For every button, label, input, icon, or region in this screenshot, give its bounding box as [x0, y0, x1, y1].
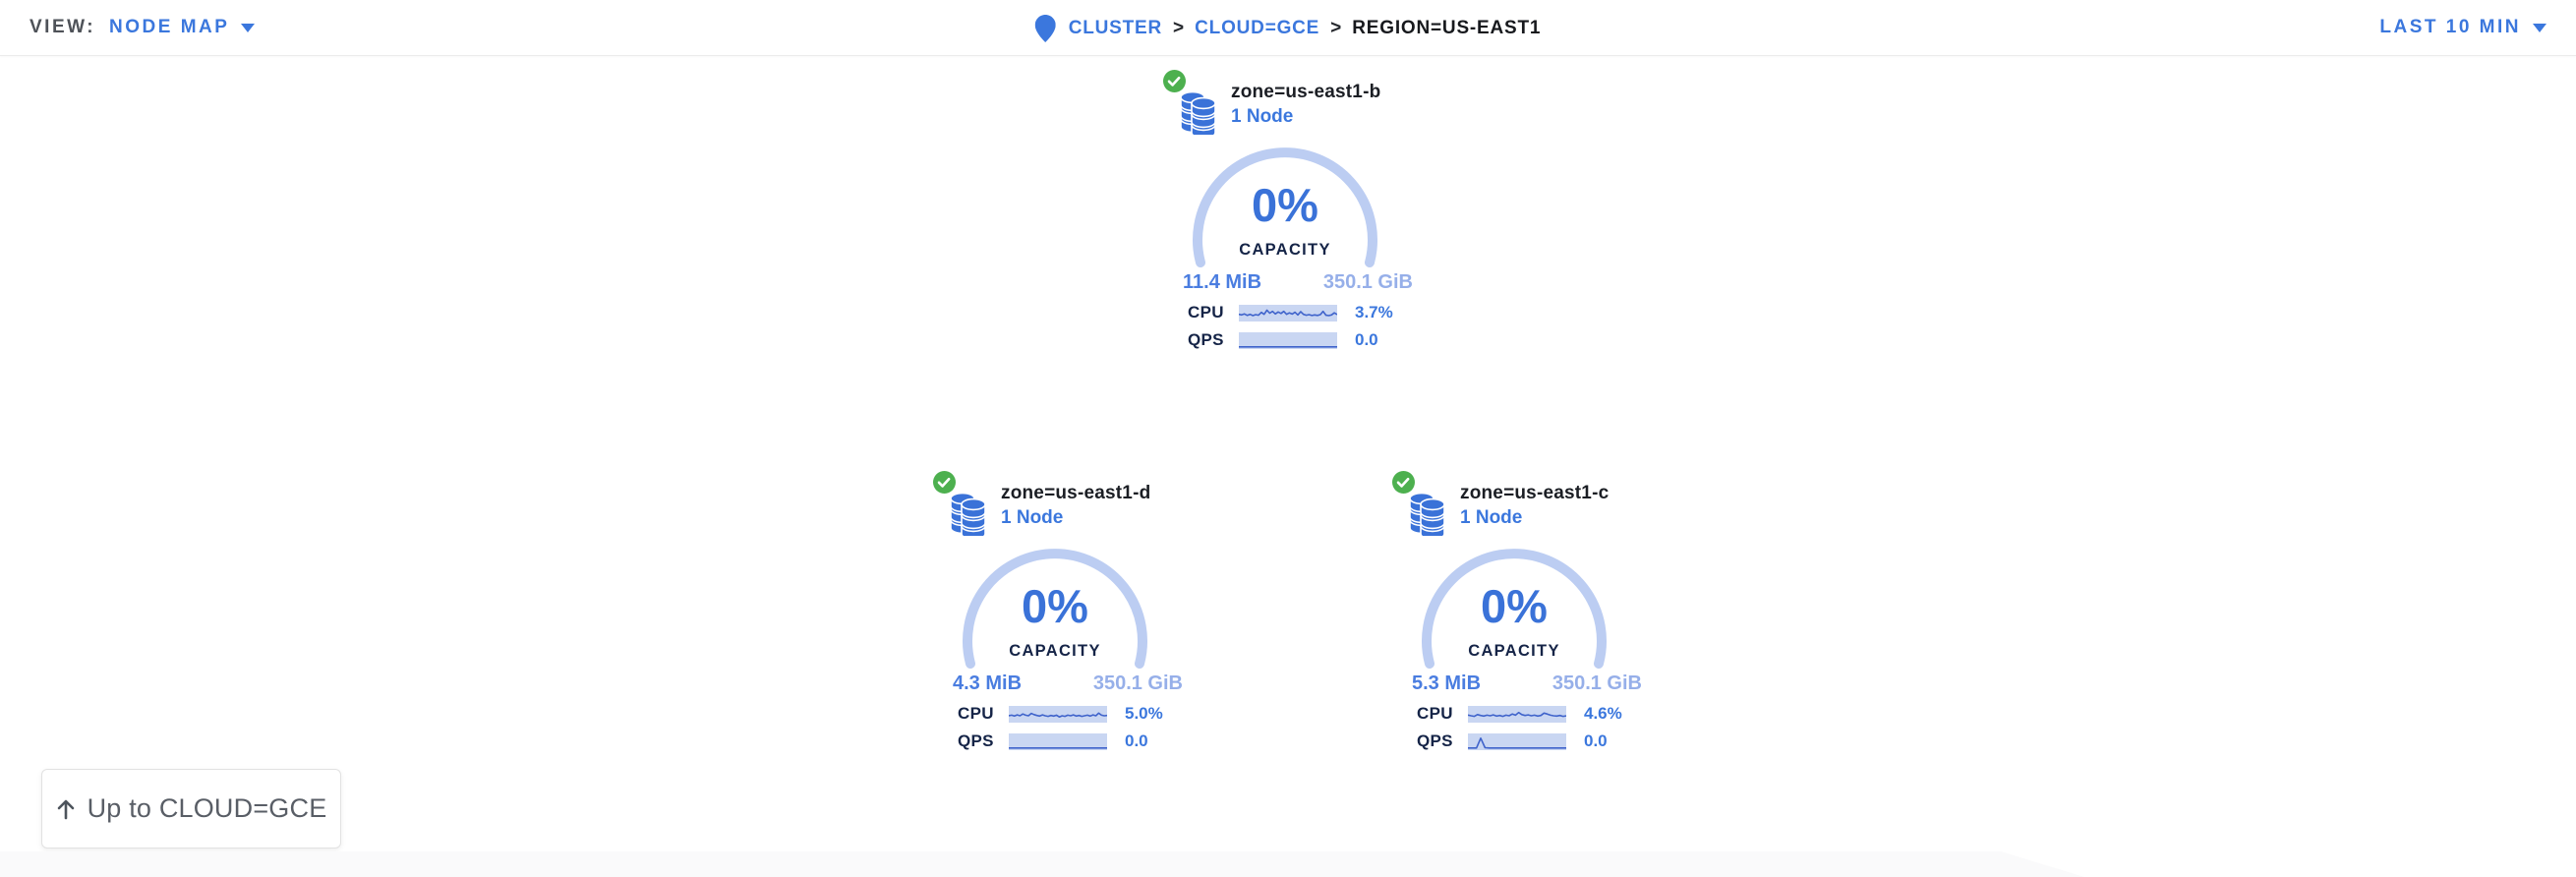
cpu-label: CPU [958, 704, 994, 723]
capacity-label: CAPACITY [1468, 642, 1560, 660]
view-selector-value: NODE MAP [109, 17, 230, 37]
qps-value: 0.0 [1584, 731, 1608, 750]
cpu-sparkline [1468, 705, 1566, 723]
up-to-parent-button[interactable]: Up to CLOUD=GCE [41, 769, 341, 848]
zone-node-count[interactable]: 1 Node [1231, 106, 1294, 127]
cpu-label: CPU [1417, 704, 1453, 723]
breadcrumb-separator: > [1173, 17, 1185, 38]
zone-card-us-east1-d[interactable]: zone=us-east1-d 1 Node 0% CAPACITY 4.3 M… [927, 468, 1183, 755]
capacity-label: CAPACITY [1009, 642, 1101, 660]
capacity-total: 350.1 GiB [1092, 672, 1183, 694]
capacity-gauge: 0% CAPACITY [957, 548, 1153, 685]
qps-sparkline [1468, 732, 1566, 750]
cpu-sparkline [1009, 705, 1107, 723]
qps-metric-row: QPS 0.0 [958, 731, 1183, 751]
database-stack-icon [1409, 492, 1445, 536]
breadcrumb-region-current: REGION=US-EAST1 [1352, 17, 1542, 38]
qps-metric-row: QPS 0.0 [1188, 330, 1413, 350]
qps-value: 0.0 [1125, 731, 1148, 750]
view-control: VIEW: NODE MAP [29, 17, 256, 38]
chevron-down-icon [241, 23, 256, 32]
capacity-gauge: 0% CAPACITY [1187, 146, 1383, 284]
breadcrumb-cloud-gce[interactable]: CLOUD=GCE [1195, 17, 1320, 38]
topbar: VIEW: NODE MAP CLUSTER > CLOUD=GCE > REG… [0, 0, 2576, 56]
capacity-values: 4.3 MiB 350.1 GiB [953, 672, 1183, 695]
capacity-percent: 0% [1252, 179, 1318, 231]
qps-sparkline [1009, 732, 1107, 750]
cpu-value: 3.7% [1355, 303, 1393, 322]
cpu-value: 4.6% [1584, 704, 1622, 723]
breadcrumb-cluster[interactable]: CLUSTER [1068, 17, 1163, 38]
capacity-total: 350.1 GiB [1551, 672, 1642, 694]
qps-value: 0.0 [1355, 330, 1378, 349]
zone-name: zone=us-east1-d [1001, 483, 1151, 503]
up-button-label: Up to CLOUD=GCE [87, 793, 327, 823]
breadcrumb-separator: > [1330, 17, 1342, 38]
zone-icon-wrap [1386, 468, 1455, 537]
time-range-selector[interactable]: LAST 10 MIN [2379, 17, 2547, 38]
capacity-total: 350.1 GiB [1322, 271, 1413, 293]
location-pin-icon [1034, 14, 1056, 42]
zone-name: zone=us-east1-c [1460, 483, 1610, 503]
capacity-used: 11.4 MiB [1183, 271, 1262, 293]
cpu-value: 5.0% [1125, 704, 1163, 723]
capacity-values: 5.3 MiB 350.1 GiB [1412, 672, 1642, 695]
cpu-metric-row: CPU 4.6% [1417, 704, 1642, 724]
zone-node-count[interactable]: 1 Node [1460, 507, 1523, 528]
qps-label: QPS [1188, 330, 1224, 349]
qps-label: QPS [958, 731, 994, 750]
zone-card-us-east1-b[interactable]: zone=us-east1-b 1 Node 0% CAPACITY 11.4 … [1157, 67, 1413, 354]
zone-card-us-east1-c[interactable]: zone=us-east1-c 1 Node 0% CAPACITY 5.3 M… [1386, 468, 1642, 755]
qps-metric-row: QPS 0.0 [1417, 731, 1642, 751]
zone-titles: zone=us-east1-c 1 Node [1460, 482, 1609, 529]
healthy-check-icon [1392, 471, 1415, 494]
map-background-band [0, 851, 2084, 877]
cpu-metric-row: CPU 3.7% [1188, 303, 1413, 322]
zone-icon-wrap [1157, 67, 1226, 136]
zone-icon-wrap [927, 468, 996, 537]
capacity-percent: 0% [1022, 580, 1088, 632]
arrow-up-icon [57, 799, 74, 819]
breadcrumb: CLUSTER > CLOUD=GCE > REGION=US-EAST1 [1034, 0, 1542, 56]
zone-titles: zone=us-east1-d 1 Node [1001, 482, 1150, 529]
zone-node-count[interactable]: 1 Node [1001, 507, 1064, 528]
capacity-values: 11.4 MiB 350.1 GiB [1183, 271, 1413, 294]
qps-sparkline [1239, 331, 1337, 349]
capacity-gauge: 0% CAPACITY [1416, 548, 1612, 685]
cpu-sparkline [1239, 304, 1337, 322]
capacity-percent: 0% [1481, 580, 1548, 632]
time-range-value: LAST 10 MIN [2379, 17, 2521, 37]
capacity-label: CAPACITY [1239, 241, 1331, 259]
cpu-label: CPU [1188, 303, 1224, 322]
database-stack-icon [1180, 90, 1216, 135]
zone-name: zone=us-east1-b [1231, 82, 1381, 102]
view-label: VIEW: [29, 17, 96, 37]
capacity-used: 5.3 MiB [1412, 672, 1482, 694]
database-stack-icon [950, 492, 986, 536]
view-selector[interactable]: NODE MAP [109, 17, 256, 38]
cpu-metric-row: CPU 5.0% [958, 704, 1183, 724]
capacity-used: 4.3 MiB [953, 672, 1023, 694]
healthy-check-icon [1163, 70, 1186, 92]
qps-label: QPS [1417, 731, 1453, 750]
zone-titles: zone=us-east1-b 1 Node [1231, 81, 1380, 128]
chevron-down-icon [2533, 23, 2547, 32]
healthy-check-icon [933, 471, 956, 494]
